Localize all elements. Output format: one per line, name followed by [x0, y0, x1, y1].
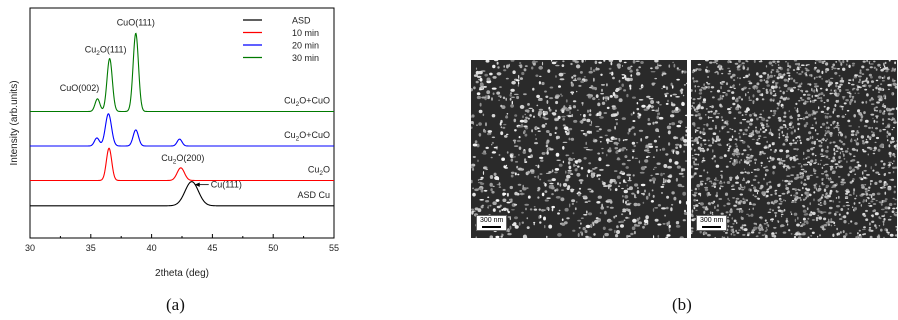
x-axis-label: 2theta (deg) — [155, 268, 209, 279]
panel-b-label: (b) — [672, 295, 692, 314]
series-line — [30, 181, 334, 207]
curve-label: Cu2O — [308, 165, 330, 178]
curve-label: Cu2O+CuO — [284, 96, 330, 109]
peak-label: Cu(111) — [211, 180, 242, 190]
scale-bar-1: 300 nm — [476, 215, 508, 231]
diffraction-curves — [30, 32, 334, 207]
legend-label: 10 min — [292, 28, 319, 38]
panel-a-label: (a) — [166, 295, 185, 314]
scale-bar-1-label: 300 nm — [480, 217, 504, 224]
peak-annotations: ASD Cu Cu2O Cu2O+CuO Cu2O+CuO CuO(111) Cu2O(1… — [60, 17, 330, 200]
x-tick-label: 40 — [147, 243, 157, 253]
legend-label: 30 min — [292, 53, 319, 63]
plot-frame — [29, 7, 335, 239]
series-line — [30, 147, 334, 182]
x-tick-label: 35 — [86, 243, 96, 253]
x-tick-label: 30 — [25, 243, 35, 253]
curve-label: Cu2O+CuO — [284, 130, 330, 143]
sem-image-1: 300 nm — [471, 60, 687, 238]
x-axis-ticks: 30 35 40 45 50 55 — [25, 234, 339, 253]
scale-bar-2-label: 300 nm — [700, 217, 724, 224]
xrd-chart: 30 35 40 45 50 55 ASD Cu Cu2O Cu2O+CuO Cu2O+CuO C… — [9, 7, 339, 279]
sem-image-1-texture — [471, 60, 687, 238]
series-line — [30, 113, 334, 147]
peak-label: Cu2O(111) — [85, 45, 127, 58]
x-tick-label: 45 — [207, 243, 217, 253]
sem-image-2-texture — [691, 60, 897, 238]
cu111-arrow-head — [194, 182, 200, 187]
legend-label: 20 min — [292, 41, 319, 51]
x-tick-label: 55 — [329, 243, 339, 253]
x-tick-label: 50 — [268, 243, 278, 253]
peak-label: CuO(002) — [60, 83, 100, 93]
sem-image-2: 300 nm — [691, 60, 897, 238]
scale-bar-2: 300 nm — [696, 215, 728, 231]
curve-label: ASD Cu — [297, 190, 330, 200]
legend: ASD 10 min 20 min 30 min — [243, 16, 319, 63]
y-axis-label: Intensity (arb.units) — [9, 80, 20, 165]
series-line — [30, 32, 334, 113]
peak-label: Cu2O(200) — [161, 153, 204, 166]
peak-label: CuO(111) — [117, 17, 155, 27]
legend-label: ASD — [292, 16, 311, 26]
